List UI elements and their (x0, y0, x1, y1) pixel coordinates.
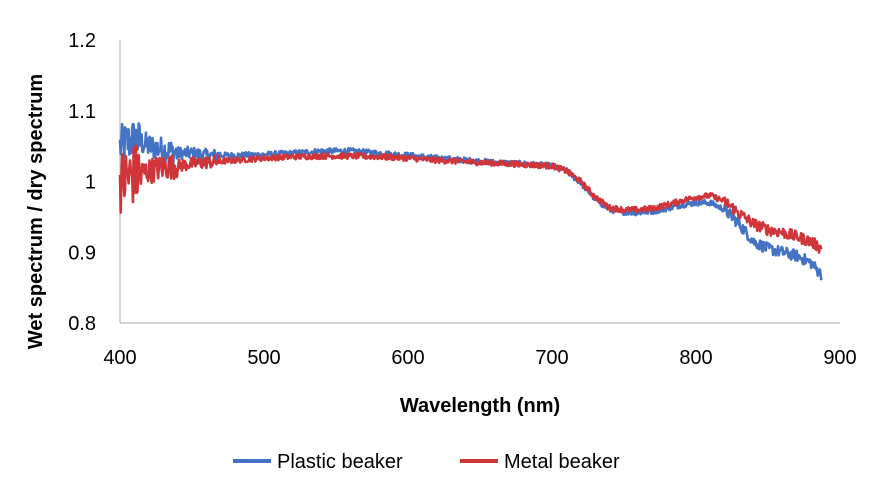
x-tick-label: 500 (247, 347, 280, 369)
y-tick-label: 1.1 (68, 101, 96, 123)
y-tick-label: 0.8 (68, 313, 96, 335)
x-tick-label: 400 (103, 347, 136, 369)
plot-area (118, 40, 840, 324)
x-tick-label: 600 (391, 347, 424, 369)
x-tick-labels: 400 500 600 700 800 900 (103, 347, 856, 369)
series-line-metal-beaker (118, 144, 823, 254)
x-tick-label: 900 (823, 347, 856, 369)
series-group (118, 122, 823, 281)
legend-label: Plastic beaker (277, 451, 403, 473)
y-tick-labels: 0.8 0.9 1 1.1 1.2 (68, 30, 96, 335)
x-tick-label: 800 (679, 347, 712, 369)
legend-label: Metal beaker (504, 451, 620, 473)
y-tick-label: 1 (85, 172, 96, 194)
x-tick-label: 700 (535, 347, 568, 369)
legend: Plastic beaker Metal beaker (233, 451, 620, 473)
y-tick-label: 0.9 (68, 242, 96, 264)
y-tick-label: 1.2 (68, 30, 96, 52)
y-axis-title: Wet spectrum / dry spectrum (25, 74, 47, 349)
x-axis-title: Wavelength (nm) (400, 395, 560, 417)
